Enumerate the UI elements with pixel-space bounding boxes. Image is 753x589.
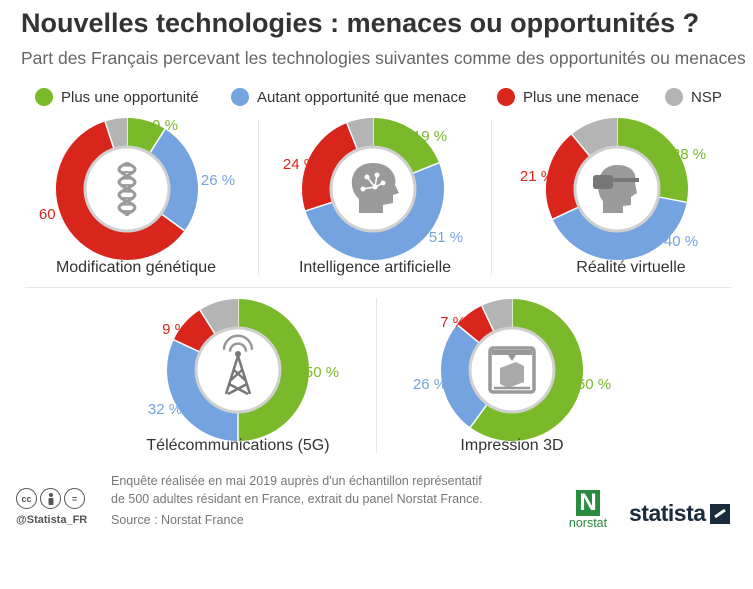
pct-label-opportunity: 60 % — [577, 376, 611, 393]
legend-item-both: Autant opportunité que menace — [231, 86, 466, 108]
donut-realite-virtuelle: 28 % 40 % 21 % Réalité virtuelle — [520, 118, 706, 276]
by-icon — [40, 488, 61, 509]
donut-slice-nsp — [571, 118, 618, 157]
pct-label-threat: 60 % — [39, 206, 73, 223]
pct-label-threat: 7 % — [440, 314, 466, 331]
donut-intelligence-artificielle: 19 % 51 % 24 % Intelligence artificielle — [283, 118, 463, 276]
slice-separator — [659, 196, 687, 204]
donut-slice-nsp — [346, 118, 374, 150]
chart-title-modification-genetique: Modification génétique — [56, 259, 216, 276]
donut-impression-3d: 60 % 26 % 7 % Impression 3D — [413, 299, 611, 454]
donut-slice-opportunity — [237, 299, 309, 441]
slice-separator — [305, 201, 333, 212]
divider-vertical-3 — [376, 298, 377, 453]
donut-slice-both — [305, 162, 444, 260]
chart-title-intelligence-artificielle: Intelligence artificielle — [299, 259, 451, 276]
slice-separator — [469, 404, 488, 428]
statista-logo-mark — [709, 503, 730, 524]
norstat-logo-letter: N — [576, 490, 600, 516]
donut-slice-both — [552, 196, 687, 260]
donut-telecommunications-5g: 50 % 32 % 9 % Télécommunications (5G) — [146, 299, 339, 454]
legend-swatch-both — [231, 88, 249, 106]
pct-label-threat: 21 % — [520, 168, 554, 185]
norstat-logo[interactable]: N norstat — [563, 490, 613, 531]
donut-slice-threat — [56, 121, 185, 260]
legend-item-opportunity: Plus une opportunité — [35, 86, 199, 108]
donut-slice-nsp — [105, 118, 128, 149]
legend-label-nsp: NSP — [691, 88, 722, 106]
slice-separator — [346, 122, 358, 150]
pct-label-both: 51 % — [429, 229, 463, 246]
slice-separator — [481, 305, 495, 332]
donut-slice-threat — [457, 305, 495, 344]
donut-slice-threat — [302, 122, 358, 211]
ai-head-icon — [351, 163, 399, 213]
donut-center — [194, 326, 282, 414]
slice-separator — [149, 128, 166, 154]
legend-item-threat: Plus une menace — [497, 86, 639, 108]
slice-separator — [571, 133, 591, 157]
chart-title-impression-3d: Impression 3D — [460, 437, 563, 454]
slice-separator — [173, 339, 200, 353]
donut-slice-opportunity — [126, 118, 166, 154]
donut-slice-both — [149, 129, 198, 231]
page-title: Nouvelles technologies : menaces ou oppo… — [21, 8, 700, 38]
legend-swatch-opportunity — [35, 88, 53, 106]
pct-label-both: 32 % — [148, 401, 182, 418]
vr-headset-icon — [593, 165, 639, 213]
footnote-line-1: Enquête réalisée en mai 2019 auprès d'un… — [111, 474, 482, 488]
legend-label-opportunity: Plus une opportunité — [61, 88, 199, 106]
divider-vertical-2 — [491, 120, 492, 275]
pct-label-threat: 24 % — [283, 156, 317, 173]
statista-handle: @Statista_FR — [16, 514, 88, 526]
legend-item-nsp: NSP — [665, 86, 722, 108]
slice-separator — [199, 309, 216, 335]
donut-slice-opportunity — [616, 118, 688, 203]
divider-vertical-1 — [258, 120, 259, 275]
donut-slice-nsp — [199, 299, 239, 335]
donut-slice-threat — [173, 310, 216, 353]
chart-title-telecommunications-5g: Télécommunications (5G) — [146, 437, 329, 454]
legend-swatch-threat — [497, 88, 515, 106]
norstat-logo-word: norstat — [568, 516, 608, 530]
slice-separator — [161, 213, 185, 232]
pct-label-both: 26 % — [201, 172, 235, 189]
slice-separator — [456, 324, 480, 344]
footnote-line-2: de 500 adultes résidant en France, extra… — [111, 492, 483, 506]
source-text: Source : Norstat France — [111, 513, 244, 527]
legend-swatch-nsp — [665, 88, 683, 106]
pct-label-both: 40 % — [664, 233, 698, 250]
donut-slice-both — [441, 324, 488, 428]
cc-icon: cc — [16, 488, 37, 509]
pct-label-opportunity: 19 % — [413, 128, 447, 145]
donut-slice-opportunity — [470, 299, 583, 441]
statista-logo-word: statista — [629, 500, 706, 526]
slice-separator — [104, 121, 115, 149]
legend: Plus une opportunité Autant opportunité … — [0, 86, 753, 110]
3d-printer-icon — [488, 346, 536, 394]
page-subtitle: Part des Français percevant les technolo… — [21, 48, 746, 68]
pct-label-both: 26 % — [413, 376, 447, 393]
pct-label-opportunity: 9 % — [152, 117, 178, 134]
statista-logo[interactable]: statista — [629, 500, 730, 527]
slice-separator — [412, 162, 440, 174]
antenna-icon — [222, 334, 254, 396]
donut-slice-opportunity — [372, 118, 440, 174]
donut-slice-both — [167, 339, 239, 441]
divider-horizontal — [25, 287, 731, 288]
pct-label-opportunity: 28 % — [672, 146, 706, 163]
donut-slice-nsp — [481, 299, 513, 332]
donut-slice-threat — [546, 134, 591, 220]
chart-title-realite-virtuelle: Réalité virtuelle — [576, 259, 685, 276]
legend-label-threat: Plus une menace — [523, 88, 639, 106]
pct-label-opportunity: 50 % — [305, 364, 339, 381]
dna-icon — [117, 161, 137, 217]
legend-label-both: Autant opportunité que menace — [257, 88, 467, 106]
donut-modification-genetique: 9 % 26 % 60 % Modification génétique — [39, 117, 235, 276]
nd-icon: = — [64, 488, 85, 509]
license-icons: cc = — [16, 488, 85, 509]
pct-label-threat: 9 % — [162, 321, 188, 338]
slice-separator — [552, 206, 579, 220]
